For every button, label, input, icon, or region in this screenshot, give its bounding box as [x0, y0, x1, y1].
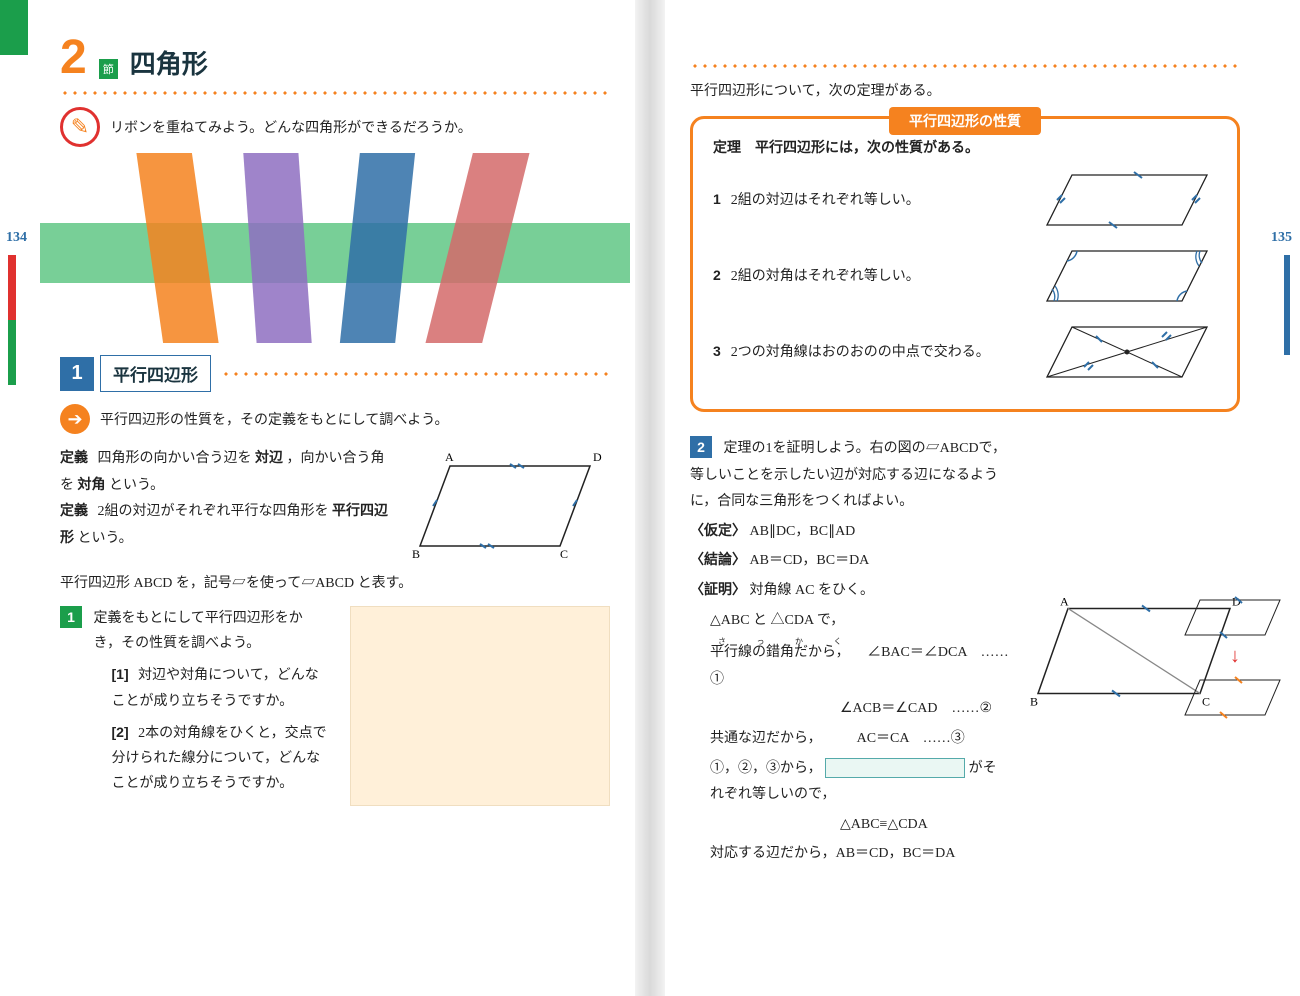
arrow-icon: ➔: [60, 404, 90, 434]
theorem-row-2: 22組の対角はそれぞれ等しい。: [713, 241, 1217, 311]
intro-row: ✎ リボンを重ねてみよう。どんな四角形ができるだろうか。: [60, 107, 610, 147]
margin-figure: ↓: [1180, 590, 1290, 740]
dotted-rule: [690, 64, 1240, 68]
definition-block: 定義 四角形の向かい合う辺を 対辺 ，向かい合う角を 対角 という。 定義 2組…: [60, 446, 610, 566]
exercise-number: 1: [60, 606, 82, 628]
fill-in-blank[interactable]: [825, 758, 965, 778]
chapter-title: 四角形: [130, 44, 208, 81]
page-right: 135 平行四辺形について，次の定理がある。 平行四辺形の性質 定理 平行四辺形…: [650, 0, 1300, 996]
exercise-number-2: 2: [690, 436, 712, 458]
lead-row: ➔ 平行四辺形の性質を，その定義をもとにして調べよう。: [60, 404, 610, 434]
theorem-fig-1: [1042, 165, 1217, 235]
chapter-header: 2 節 四角形: [60, 30, 610, 85]
svg-text:A: A: [445, 450, 454, 464]
def-label-1: 定義: [60, 451, 88, 466]
ribbon-illustration: [40, 153, 630, 343]
section-number: 1: [60, 357, 94, 391]
notation-line: 平行四辺形 ABCD を，記号▱を使って▱ABCD と表す。: [60, 572, 610, 592]
section-title: 平行四辺形: [100, 355, 211, 392]
ribbon-green: [40, 223, 630, 283]
theorem-tab: 平行四辺形の性質: [889, 107, 1041, 135]
exercise-body: 定義をもとにして平行四辺形をかき，その性質を調べよう。 [1] 対辺や対角につい…: [94, 606, 328, 802]
drawing-area: [350, 606, 610, 806]
definition-text: 定義 四角形の向かい合う辺を 対辺 ，向かい合う角を 対角 という。 定義 2組…: [60, 446, 390, 566]
dotted-rule: [221, 372, 610, 376]
def-label-2: 定義: [60, 504, 88, 519]
theorem-head: 定理 平行四辺形には，次の性質がある。: [713, 137, 1217, 157]
page-number-right: 135: [1271, 230, 1292, 246]
theorem-row-1: 12組の対辺はそれぞれ等しい。: [713, 165, 1217, 235]
theorem-fig-3: [1042, 317, 1217, 387]
ribbon-purple: [242, 153, 313, 343]
theorem-fig-2: [1042, 241, 1217, 311]
svg-text:B: B: [412, 547, 420, 561]
side-tab-right: [1284, 255, 1290, 355]
ribbon-blue: [338, 153, 417, 343]
page-number-left: 134: [6, 230, 27, 246]
svg-text:A: A: [1060, 594, 1069, 608]
parallelogram-figure: A D B C: [410, 446, 610, 566]
book-spine: [635, 0, 665, 996]
proof-section: 2 定理の1を証明しよう。右の図の▱ABCDで，等しいことを示したい辺が対応する…: [690, 436, 1240, 871]
pencil-icon: ✎: [60, 107, 100, 147]
right-intro: 平行四辺形について，次の定理がある。: [690, 80, 1240, 100]
lead-text: 平行四辺形の性質を，その定義をもとにして調べよう。: [100, 409, 448, 429]
svg-text:↓: ↓: [1230, 645, 1240, 667]
theorem-box: 平行四辺形の性質 定理 平行四辺形には，次の性質がある。 12組の対辺はそれぞれ…: [690, 116, 1240, 412]
corner-decoration: [0, 0, 28, 55]
side-tab-left: [8, 255, 16, 385]
page-left: 134 2 節 四角形 ✎ リボンを重ねてみよう。どんな四角形ができるだろうか。…: [0, 0, 650, 996]
chapter-sub-label: 節: [99, 59, 118, 79]
proof-text: 2 定理の1を証明しよう。右の図の▱ABCDで，等しいことを示したい辺が対応する…: [690, 436, 1010, 871]
dotted-rule: [60, 91, 610, 95]
svg-text:D: D: [593, 450, 602, 464]
chapter-number: 2: [60, 30, 87, 85]
svg-text:C: C: [560, 547, 568, 561]
section-header: 1 平行四辺形: [60, 355, 610, 392]
theorem-row-3: 32つの対角線はおのおのの中点で交わる。: [713, 317, 1217, 387]
intro-text: リボンを重ねてみよう。どんな四角形ができるだろうか。: [110, 117, 472, 137]
exercise-1: 1 定義をもとにして平行四辺形をかき，その性質を調べよう。 [1] 対辺や対角に…: [60, 606, 610, 806]
svg-text:B: B: [1030, 694, 1038, 708]
